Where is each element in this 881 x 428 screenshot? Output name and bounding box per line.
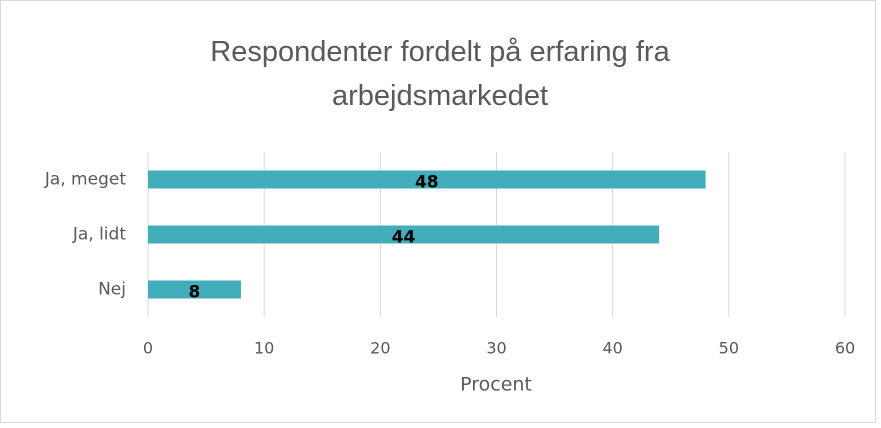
data-label: 48 [415, 173, 439, 193]
x-tick-label: 50 [719, 339, 739, 358]
x-tick-label: 30 [486, 339, 506, 358]
y-tick-label: Ja, meget [44, 170, 127, 190]
x-tick-label: 20 [370, 339, 390, 358]
bar [148, 225, 660, 244]
data-label: 8 [189, 283, 201, 303]
data-label: 44 [392, 228, 416, 248]
y-tick-label: Nej [98, 280, 126, 300]
chart-title: Respondenter fordelt på erfaring fra arb… [210, 36, 670, 112]
bar [148, 170, 706, 189]
y-tick-label: Ja, lidt [72, 225, 126, 245]
x-tick-label: 0 [143, 339, 153, 358]
bar [148, 280, 241, 299]
x-tick-label: 10 [254, 339, 274, 358]
x-tick-label: 60 [835, 339, 855, 358]
x-axis-label: Procent [460, 374, 532, 396]
x-tick-label: 40 [602, 339, 622, 358]
